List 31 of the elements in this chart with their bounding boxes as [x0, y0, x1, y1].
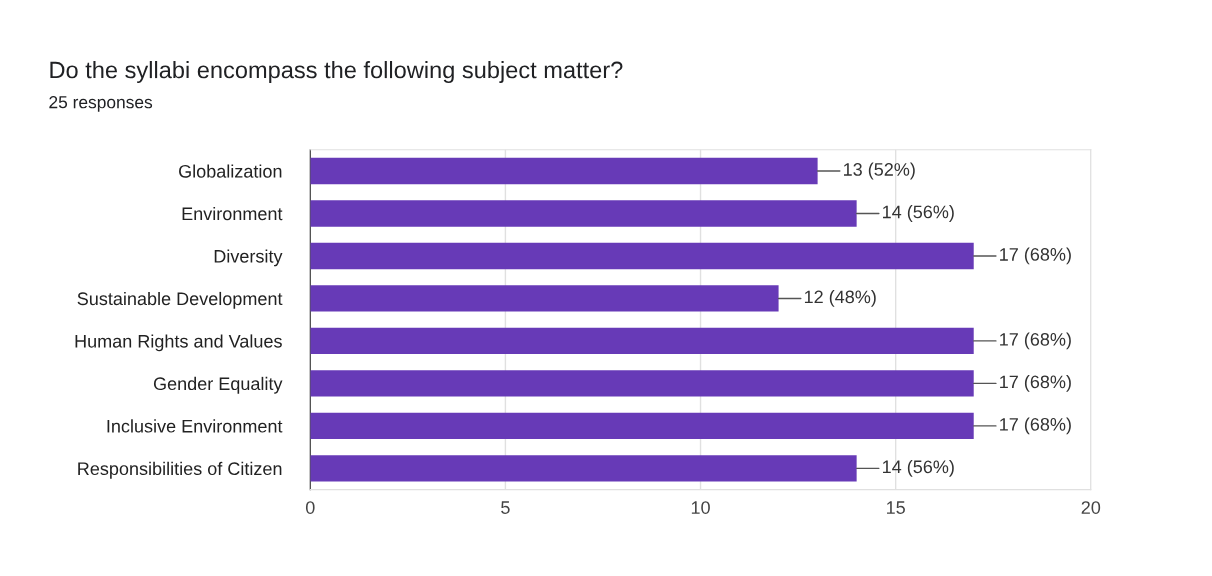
data-label: 17 (68%) [1000, 247, 1071, 265]
bar [310, 455, 857, 482]
data-label: 14 (56%) [883, 205, 954, 222]
bar [310, 327, 974, 355]
bar [310, 200, 857, 227]
y-tick-label: Human Rights and Values [75, 334, 282, 352]
data-label: 13 (52%) [843, 162, 915, 180]
chart-title: Do the syllabi encompass the following subject matter? [50, 61, 623, 83]
bar [310, 370, 974, 397]
y-tick-label: Sustainable Development [77, 291, 283, 309]
bar [310, 285, 779, 312]
data-label: 14 (56%) [883, 459, 954, 477]
bar [310, 157, 818, 185]
y-tick-label: Inclusive Environment [107, 419, 283, 433]
y-tick-label: Gender Equality [153, 376, 283, 394]
y-tick-label: Diversity [214, 249, 283, 267]
text: 25 responses [49, 96, 153, 112]
x-tick-label: 5 [501, 501, 510, 514]
y-tick-label: Responsibilities of Citizen [78, 461, 282, 479]
bar [310, 242, 974, 270]
x-tick-label: 15 [887, 501, 905, 514]
x-tick-label: 10 [691, 501, 710, 514]
data-label: 17 (68%) [1000, 374, 1071, 392]
data-label: 17 (68%) [1000, 417, 1071, 435]
y-tick-label: Globalization [179, 164, 282, 178]
x-tick-label: 0 [305, 501, 315, 514]
data-label: 17 (68%) [1000, 332, 1071, 350]
x-tick-label: 20 [1081, 501, 1101, 514]
y-tick-label: Environment [182, 206, 283, 221]
data-label: 12 (48%) [804, 290, 876, 307]
bar [310, 412, 974, 440]
